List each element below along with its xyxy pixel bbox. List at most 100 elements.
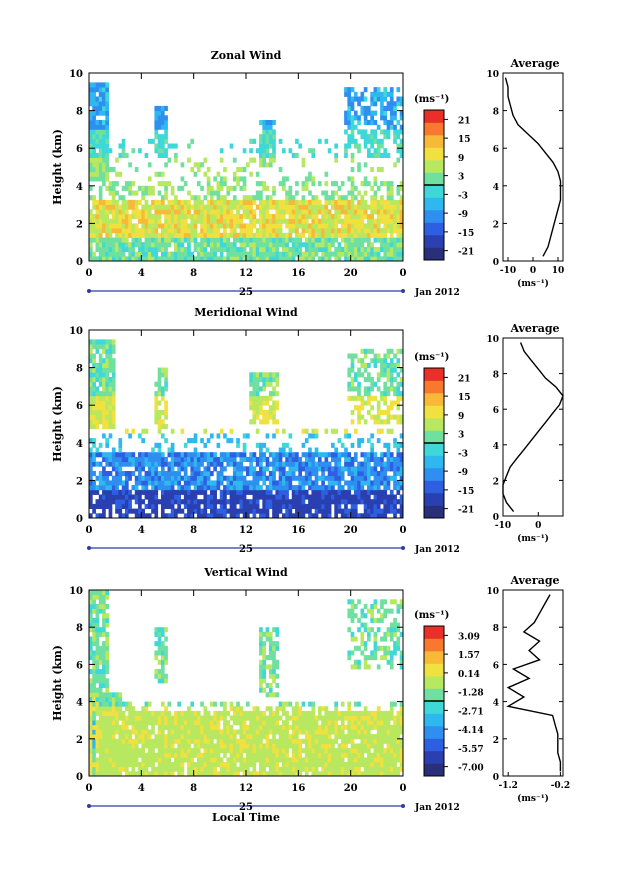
heatmap-cell <box>295 771 299 777</box>
heatmap-cell <box>89 438 93 444</box>
heatmap-cell <box>295 706 299 712</box>
heatmap-cell <box>157 148 162 154</box>
heatmap-cell <box>327 729 332 735</box>
heatmap-cell <box>157 447 162 453</box>
heatmap-cell <box>363 134 368 140</box>
heatmap-cell <box>265 734 270 740</box>
heatmap-cell <box>393 386 397 392</box>
heatmap-cell <box>314 513 319 519</box>
heatmap-cell <box>337 734 342 740</box>
heatmap-cell <box>272 475 276 481</box>
heatmap-cell <box>278 452 283 458</box>
heatmap-cell <box>147 209 152 215</box>
heatmap-cell <box>164 673 168 679</box>
heatmap-cell <box>363 391 368 397</box>
heatmap-cell <box>144 743 149 749</box>
heatmap-cell <box>108 720 113 726</box>
heatmap-cell <box>98 162 103 168</box>
heatmap-cell <box>314 242 319 248</box>
heatmap-cell <box>265 372 270 378</box>
heatmap-cell <box>229 748 234 754</box>
heatmap-cell <box>89 358 93 364</box>
heatmap-cell <box>350 129 355 135</box>
heatmap-cell <box>213 724 217 730</box>
heatmap-cell <box>281 181 286 187</box>
heatmap-cell <box>275 494 280 500</box>
heatmap-cell <box>213 513 217 519</box>
heatmap-cell <box>370 466 374 472</box>
heatmap-cell <box>190 494 195 500</box>
heatmap-cell <box>376 223 381 229</box>
heatmap-cell <box>327 466 332 472</box>
heatmap-cell <box>347 489 352 495</box>
heatmap-cell <box>92 391 96 397</box>
heatmap-cell <box>347 395 352 401</box>
heatmap-cell <box>229 508 234 514</box>
heatmap-cell <box>262 414 267 420</box>
heatmap-cell <box>183 218 188 224</box>
heatmap-cell <box>203 508 208 514</box>
heatmap-cell <box>128 461 132 467</box>
heatmap-cell <box>393 400 397 406</box>
heatmap-cell <box>236 766 240 772</box>
heatmap-cell <box>108 395 113 401</box>
heatmap-cell <box>367 152 371 158</box>
heatmap-cell <box>337 729 342 735</box>
heatmap-cell <box>177 766 181 772</box>
heatmap-cell <box>281 757 286 763</box>
heatmap-cell <box>193 748 198 754</box>
heatmap-cell <box>164 386 168 392</box>
heatmap-cell <box>373 485 378 491</box>
heatmap-cell <box>128 251 132 257</box>
heatmap-cell <box>118 456 123 462</box>
heatmap-cell <box>206 223 211 229</box>
heatmap-cell <box>357 395 361 401</box>
heatmap-cell <box>193 743 198 749</box>
heatmap-cell <box>223 738 227 744</box>
heatmap-cell <box>210 232 214 238</box>
heatmap-cell <box>213 766 217 772</box>
heatmap-cell <box>249 729 253 735</box>
heatmap-cell <box>308 734 312 740</box>
heatmap-cell <box>232 256 237 262</box>
heatmap-cell <box>213 246 217 252</box>
heatmap-cell <box>337 757 342 763</box>
heatmap-cell <box>180 729 185 735</box>
heatmap-cell <box>255 171 260 177</box>
x-tick-label: 0 <box>86 525 93 536</box>
heatmap-cell <box>350 367 355 373</box>
heatmap-cell <box>324 242 329 248</box>
heatmap-cell <box>160 256 165 262</box>
heatmap-cell <box>370 456 374 462</box>
heatmap-cell <box>357 438 361 444</box>
heatmap-cell <box>386 152 391 158</box>
heatmap-cell <box>95 339 100 345</box>
heatmap-cell <box>144 710 149 716</box>
heatmap-cell <box>265 485 270 491</box>
heatmap-cell <box>334 706 338 712</box>
heatmap-cell <box>196 204 201 210</box>
heatmap-cell <box>180 428 185 434</box>
heatmap-cell <box>102 683 106 689</box>
heatmap-cell <box>92 461 96 467</box>
heatmap-cell <box>105 678 110 684</box>
heatmap-cell <box>386 242 391 248</box>
heatmap-cell <box>157 456 162 462</box>
heatmap-cell <box>327 256 332 262</box>
heatmap-cell <box>124 223 129 229</box>
heatmap-cell <box>380 218 384 224</box>
heatmap-cell <box>262 129 267 135</box>
heatmap-cell <box>311 752 316 758</box>
heatmap-cell <box>164 377 168 383</box>
heatmap-cell <box>288 471 293 477</box>
heatmap-cell <box>196 738 201 744</box>
heatmap-cell <box>298 508 302 514</box>
heatmap-cell <box>157 471 162 477</box>
heatmap-cell <box>363 503 368 509</box>
heatmap-cell <box>259 762 263 768</box>
heatmap-cell <box>170 720 175 726</box>
heatmap-cell <box>232 251 237 257</box>
heatmap-cell <box>95 124 100 130</box>
heatmap-cell <box>134 237 139 243</box>
heatmap-cell <box>311 748 316 754</box>
